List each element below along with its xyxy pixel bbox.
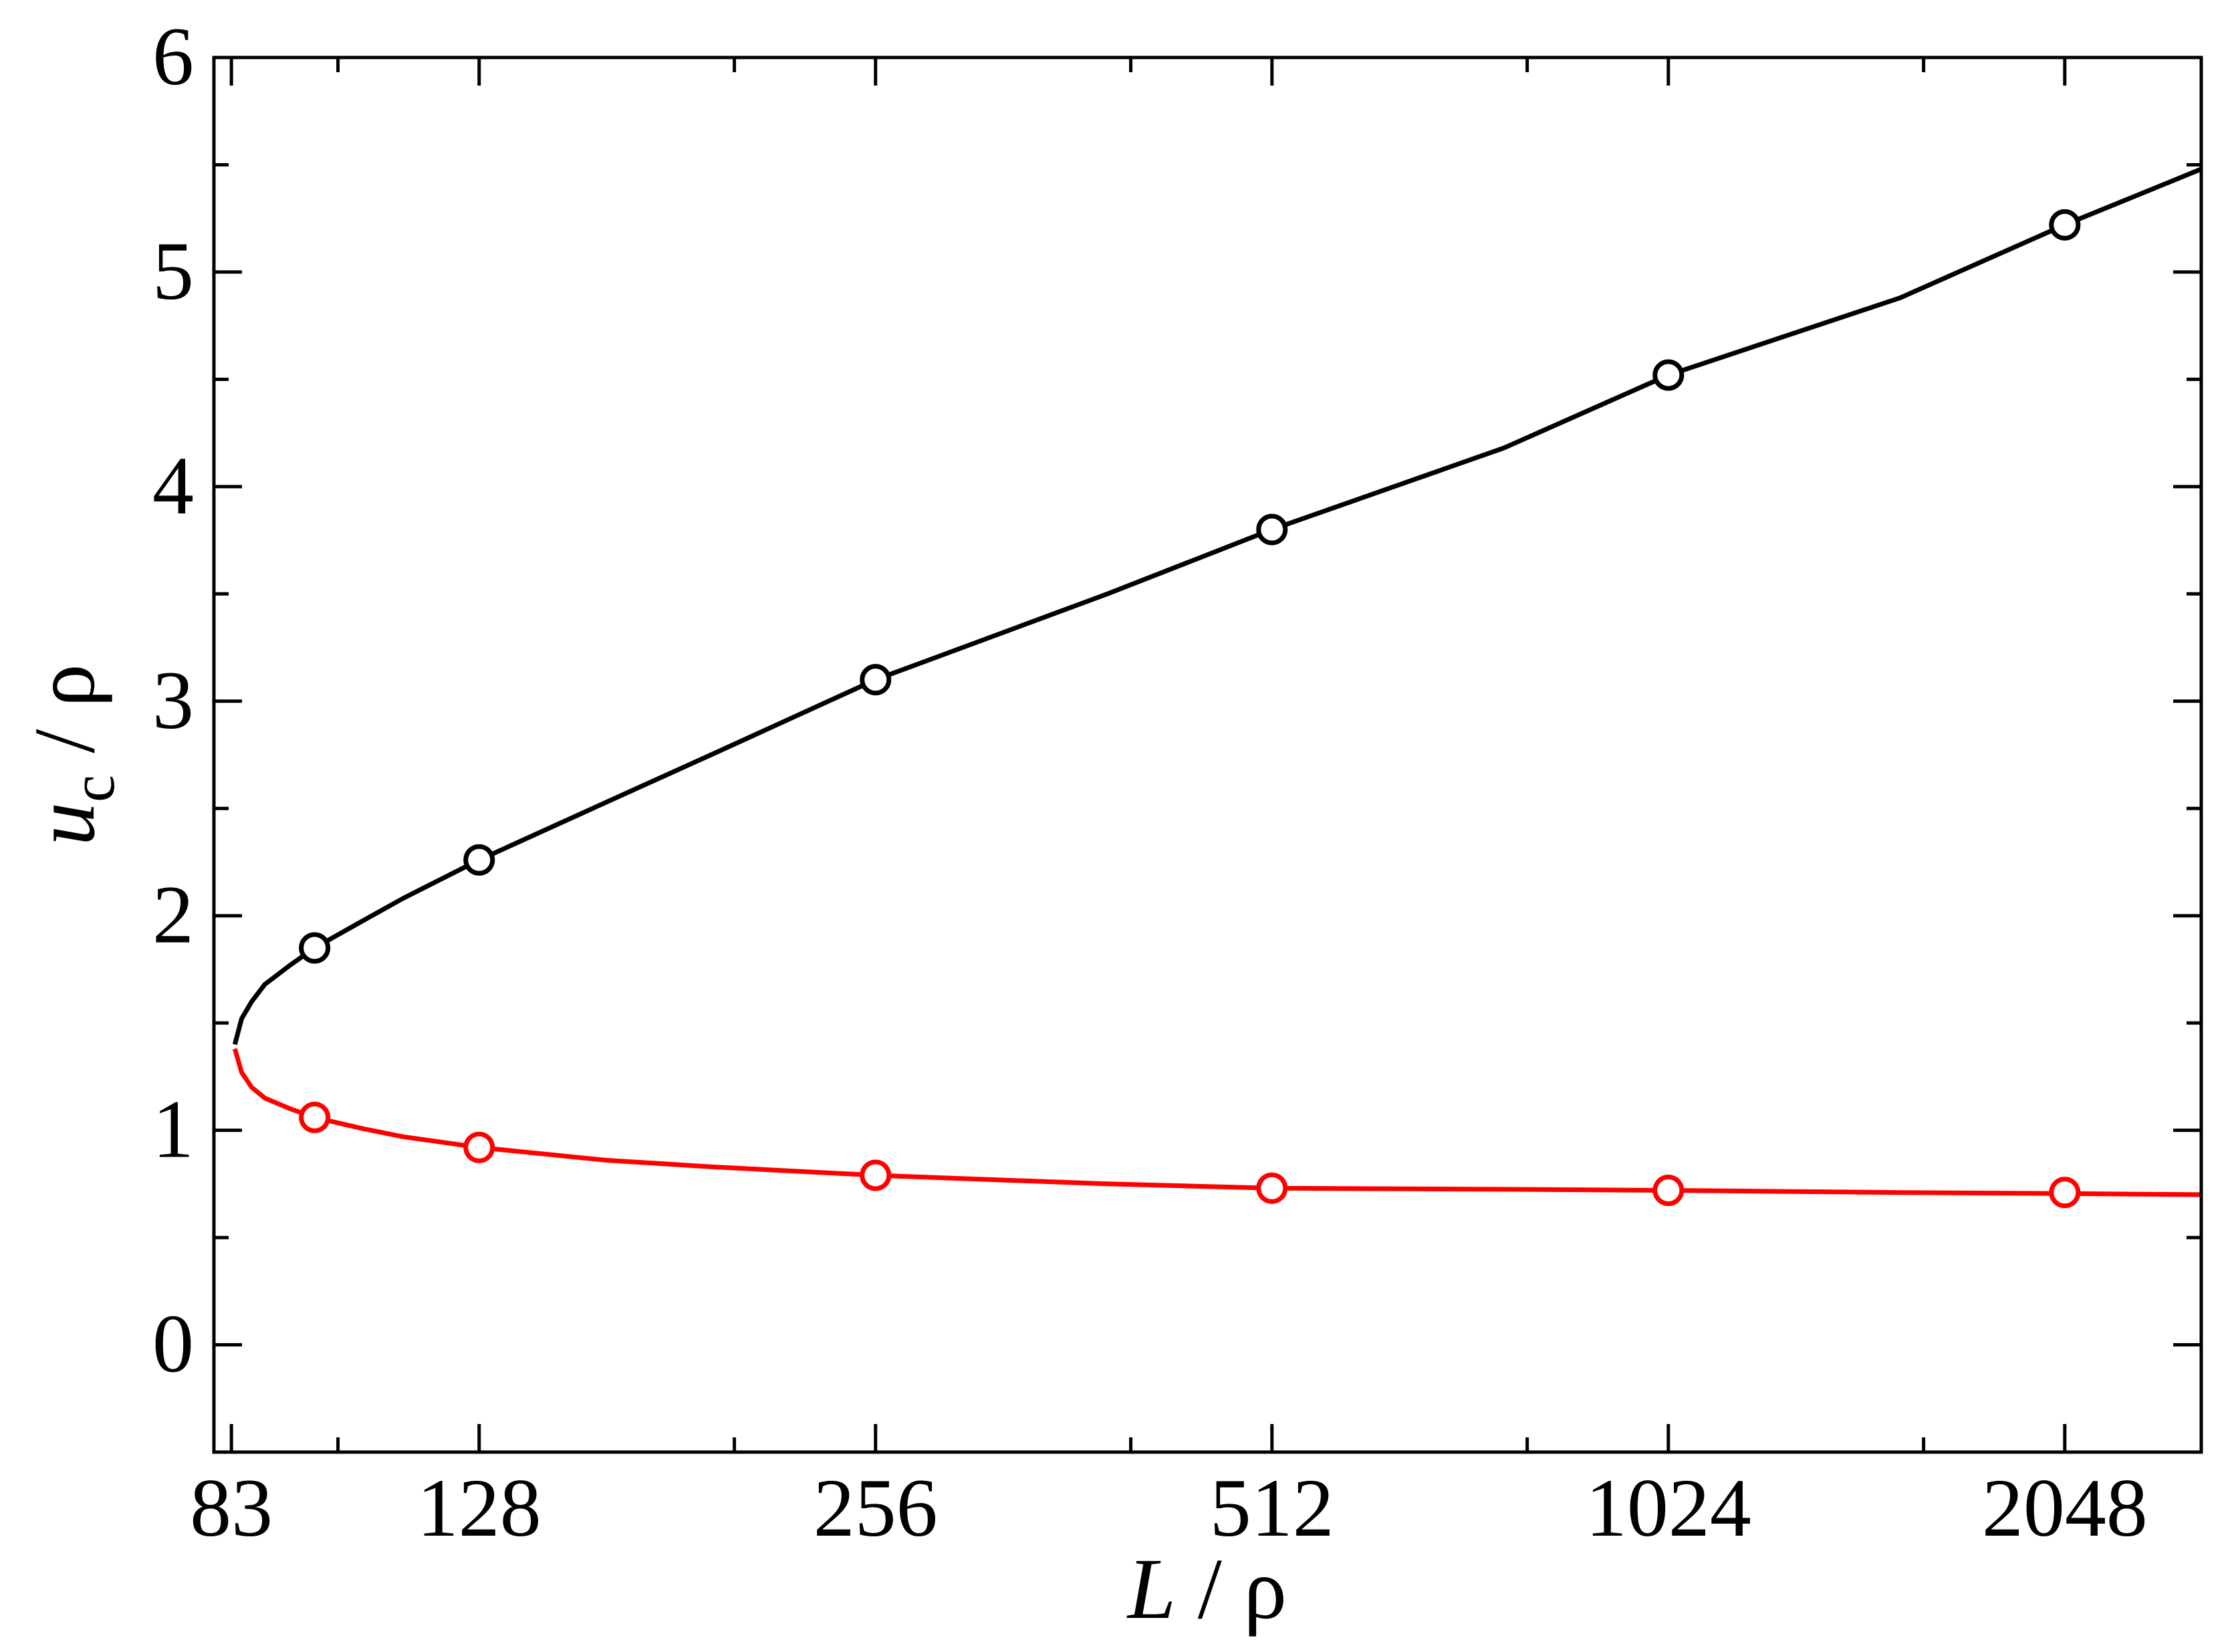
y-tick-label: 3: [152, 655, 194, 746]
x-axis-label: L / ρ: [1126, 1541, 1287, 1637]
series-0-point: [463, 844, 495, 876]
series-0-point: [860, 664, 892, 696]
plot-frame: [212, 55, 2203, 1454]
plot-area: [232, 166, 2203, 1209]
series-1-point: [860, 1159, 892, 1191]
x-tick-label: 83: [190, 1462, 273, 1554]
series-1-point: [1256, 1172, 1288, 1204]
tick-labels: 83 128 256 512 1024 2048 0 1 2 3 4 5 6: [152, 11, 2148, 1554]
y-tick-label: 0: [152, 1298, 194, 1390]
series-0-point: [1652, 359, 1685, 391]
series-1-point: [463, 1131, 495, 1163]
x-tick-label: 256: [814, 1462, 938, 1554]
y-tick-label: 1: [152, 1084, 194, 1175]
series-0-point: [1256, 513, 1288, 546]
series-0-point: [299, 932, 331, 964]
series-1-point: [1652, 1174, 1685, 1206]
series-1-point: [299, 1101, 331, 1133]
y-tick-label: 6: [152, 11, 194, 102]
x-tick-label: 128: [417, 1462, 541, 1554]
y-axis-label: uc / ρ: [17, 664, 127, 846]
y-tick-label: 5: [152, 225, 194, 317]
y-tick-label: 4: [152, 440, 194, 532]
axis-ticks: [214, 55, 2201, 1454]
x-tick-label: 1024: [1586, 1462, 1751, 1554]
y-tick-label: 2: [152, 869, 194, 961]
x-tick-label: 2048: [1982, 1462, 2148, 1554]
series-1-point: [2049, 1177, 2081, 1209]
x-tick-label: 512: [1210, 1462, 1334, 1554]
series-0-point: [2049, 209, 2081, 241]
